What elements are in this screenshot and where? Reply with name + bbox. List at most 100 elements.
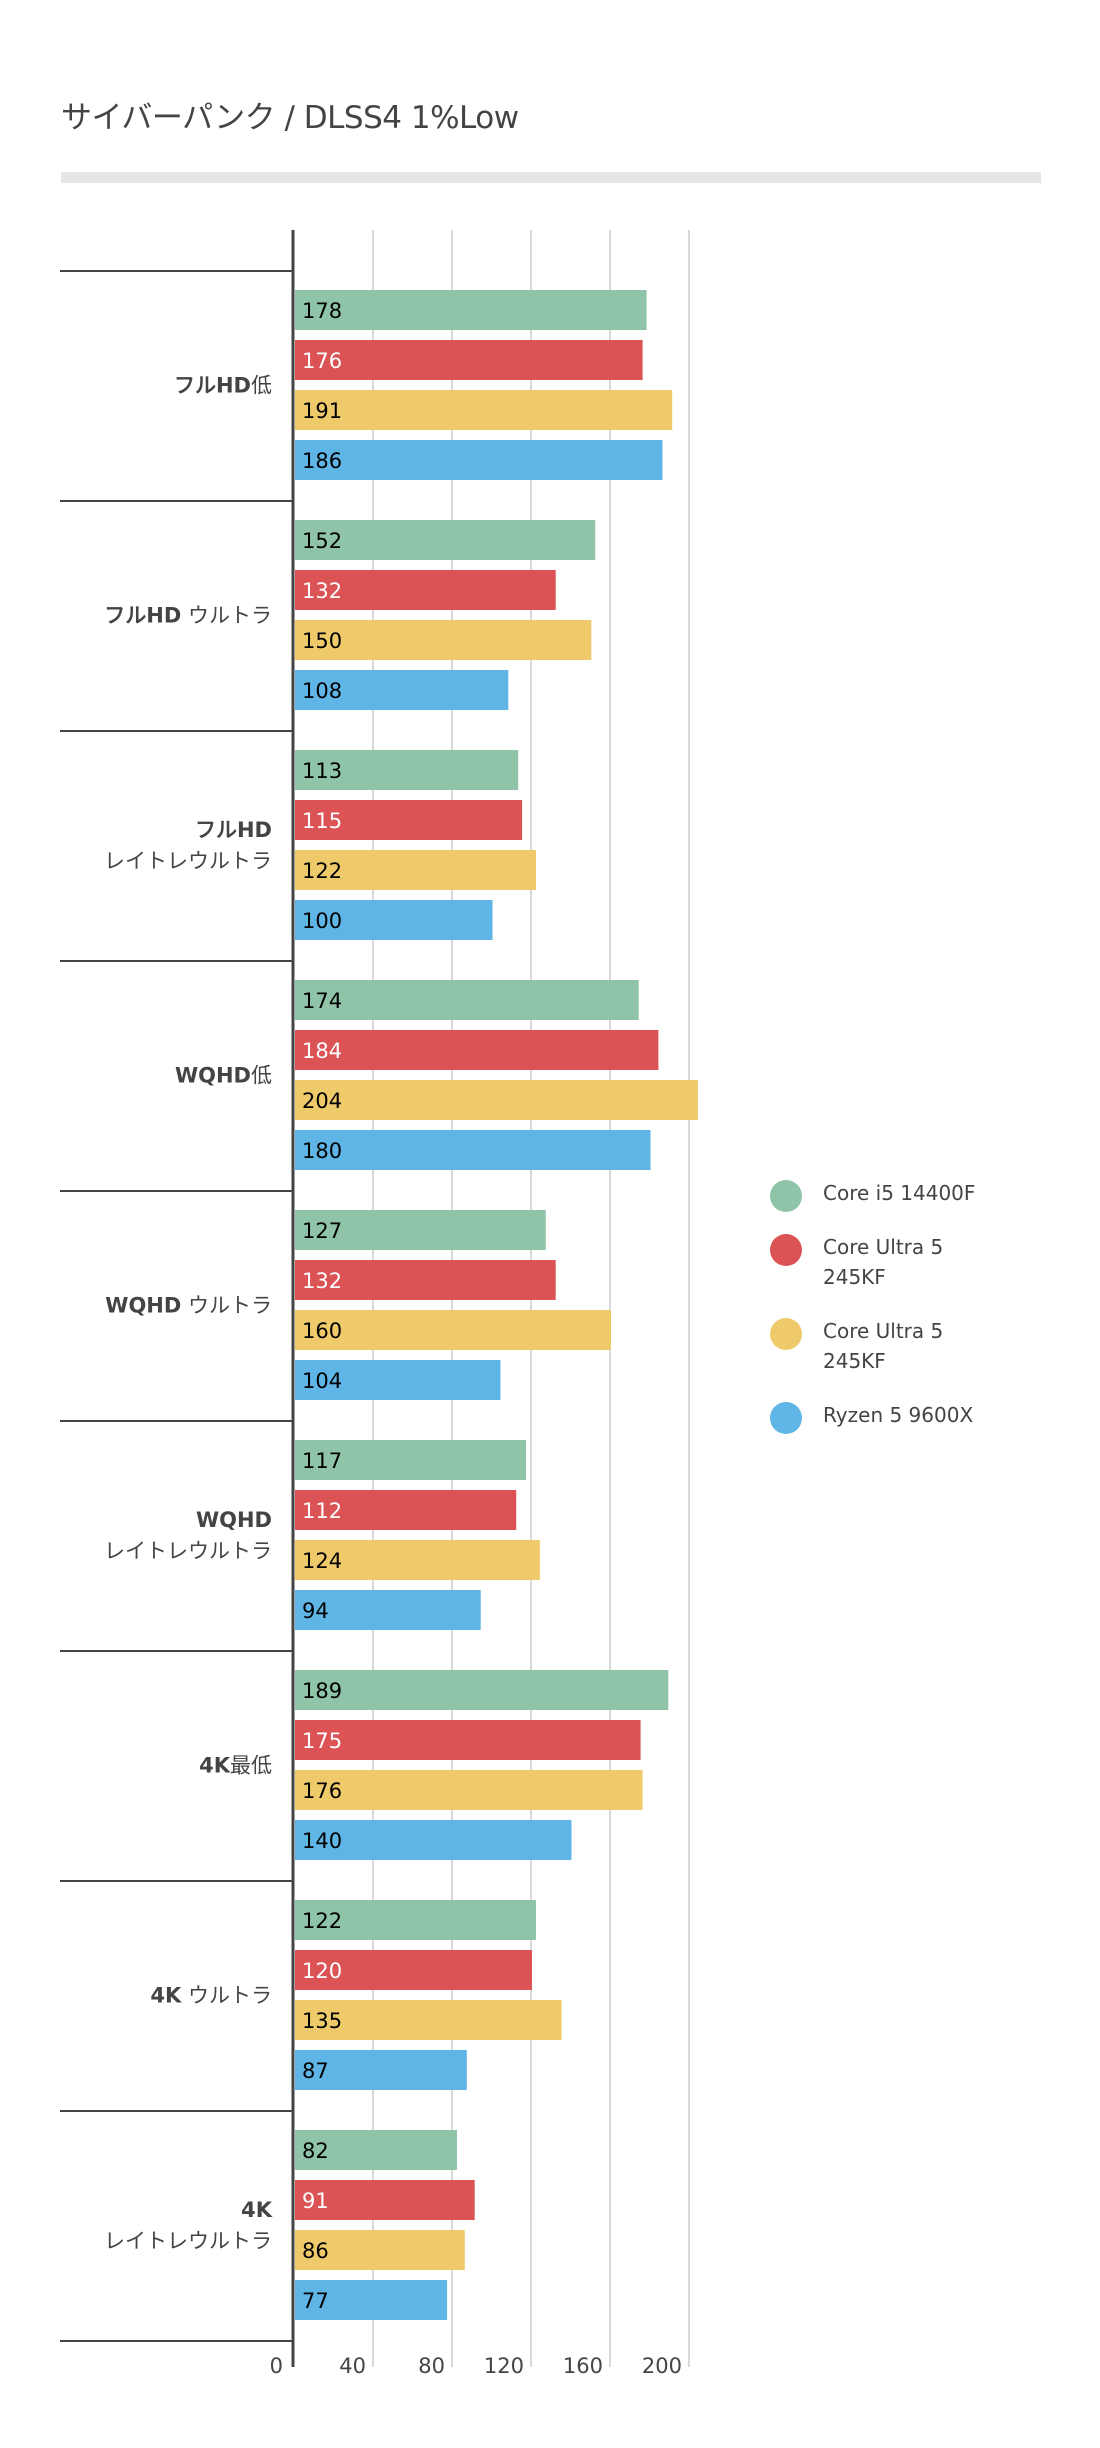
chart-title: サイバーパンク / DLSS4 1%Low <box>61 100 519 136</box>
x-tick-label: 0 <box>270 2354 283 2378</box>
category-label: WQHD低 <box>174 1063 272 1088</box>
bar <box>295 1310 611 1350</box>
data-label: 176 <box>302 349 342 373</box>
data-label: 115 <box>302 809 342 833</box>
legend-swatch-icon <box>770 1234 802 1266</box>
data-label: 112 <box>302 1499 342 1523</box>
data-label: 152 <box>302 529 342 553</box>
bar <box>295 670 509 710</box>
data-label: 178 <box>302 299 342 323</box>
legend-item: Ryzen 5 9600X <box>770 1400 1023 1434</box>
data-label: 189 <box>302 1679 342 1703</box>
legend-label: Core Ultra 5 245KF <box>823 1319 944 1373</box>
bar <box>295 2130 457 2170</box>
bar <box>295 1490 517 1530</box>
bar <box>295 1950 532 1990</box>
bar <box>295 2180 475 2220</box>
data-label: 82 <box>302 2139 329 2163</box>
legend-swatch-icon <box>770 1402 802 1434</box>
legend-item: Core Ultra 5 245KF <box>770 1232 1023 1292</box>
category-label: フルHD ウルトラ <box>104 603 272 628</box>
data-label: 204 <box>302 1089 342 1113</box>
category-label: 4K最低 <box>199 1753 272 1778</box>
data-label: 120 <box>302 1959 342 1983</box>
data-label: 94 <box>302 1599 329 1623</box>
data-label: 100 <box>302 909 342 933</box>
data-label: 108 <box>302 679 342 703</box>
category-label: WQHD レイトレウルトラ <box>104 1508 272 1563</box>
data-label: 104 <box>302 1369 342 1393</box>
title-divider <box>61 172 1041 183</box>
x-tick-label: 40 <box>339 2354 366 2378</box>
legend-label: Ryzen 5 9600X <box>823 1403 974 1427</box>
legend-swatch-icon <box>770 1318 802 1350</box>
data-label: 113 <box>302 759 342 783</box>
x-tick-label: 120 <box>484 2354 524 2378</box>
data-label: 186 <box>302 449 342 473</box>
bar <box>295 1900 536 1940</box>
legend-label: Core Ultra 5 245KF <box>823 1235 944 1289</box>
bar <box>295 1210 546 1250</box>
bar <box>295 980 639 1020</box>
bar <box>295 1360 501 1400</box>
bar <box>295 2230 465 2270</box>
bar <box>295 440 663 480</box>
data-label: 132 <box>302 579 342 603</box>
data-label: 132 <box>302 1269 342 1293</box>
data-label: 160 <box>302 1319 342 1343</box>
x-tick-label: 200 <box>642 2354 682 2378</box>
data-label: 117 <box>302 1449 342 1473</box>
category-label: フルHD低 <box>173 373 272 398</box>
bar <box>295 1820 572 1860</box>
bar <box>295 570 556 610</box>
bar <box>295 2050 467 2090</box>
data-label: 77 <box>302 2289 329 2313</box>
data-label: 87 <box>302 2059 329 2083</box>
data-label: 124 <box>302 1549 342 1573</box>
category-label: 4K ウルトラ <box>150 1983 272 2008</box>
legend-label: Core i5 14400F <box>823 1181 976 1205</box>
data-label: 86 <box>302 2239 329 2263</box>
bar <box>295 1590 481 1630</box>
legend-swatch-icon <box>770 1180 802 1212</box>
bar <box>295 340 643 380</box>
bar <box>295 1080 698 1120</box>
data-label: 180 <box>302 1139 342 1163</box>
data-label: 140 <box>302 1829 342 1853</box>
bar <box>295 1030 659 1070</box>
legend-item: Core Ultra 5 245KF <box>770 1316 1023 1376</box>
legend-item: Core i5 14400F <box>770 1178 1023 1212</box>
data-label: 150 <box>302 629 342 653</box>
bar <box>295 1720 641 1760</box>
bar <box>295 290 647 330</box>
category-label: 4K レイトレウルトラ <box>104 2198 272 2253</box>
bar <box>295 1540 540 1580</box>
data-label: 191 <box>302 399 342 423</box>
legend: Core i5 14400F Core Ultra 5 245KF Core Ult… <box>770 1178 1023 1454</box>
category-label: フルHD レイトレウルトラ <box>104 818 272 873</box>
bar <box>295 620 592 660</box>
bar <box>295 1770 643 1810</box>
bar <box>295 1440 527 1480</box>
data-label: 122 <box>302 859 342 883</box>
data-label: 176 <box>302 1779 342 1803</box>
bar <box>295 750 519 790</box>
data-label: 127 <box>302 1219 342 1243</box>
data-label: 122 <box>302 1909 342 1933</box>
bar <box>295 850 536 890</box>
bar <box>295 800 523 840</box>
x-tick-label: 160 <box>563 2354 603 2378</box>
bar <box>295 2000 562 2040</box>
bar <box>295 900 493 940</box>
data-label: 91 <box>302 2189 329 2213</box>
data-label: 184 <box>302 1039 342 1063</box>
bar <box>295 1670 669 1710</box>
data-label: 135 <box>302 2009 342 2033</box>
bar <box>295 1130 651 1170</box>
bar <box>295 390 673 430</box>
x-tick-label: 80 <box>418 2354 445 2378</box>
data-label: 174 <box>302 989 342 1013</box>
bar <box>295 2280 448 2320</box>
bar <box>295 520 596 560</box>
